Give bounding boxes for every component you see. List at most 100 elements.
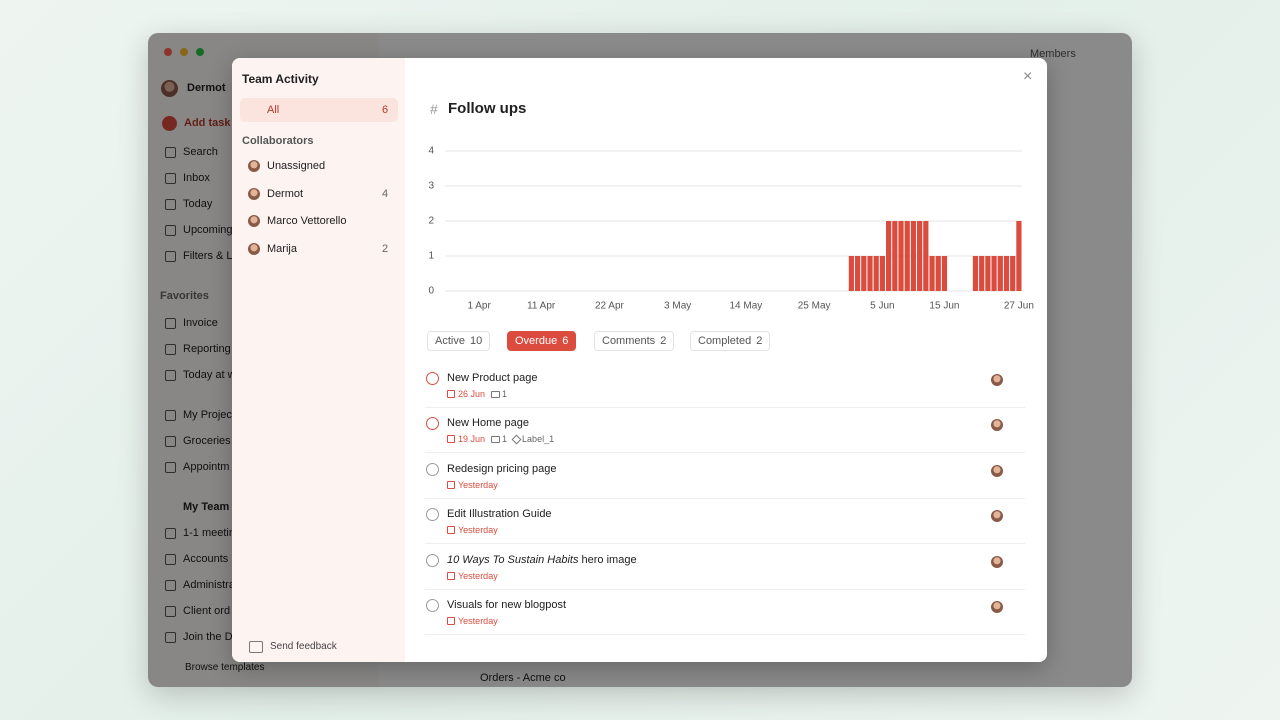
collaborator-count: 2 bbox=[382, 243, 389, 256]
team-item[interactable]: 1-1 meetin bbox=[183, 527, 235, 539]
team-item[interactable]: Client ord bbox=[183, 605, 231, 617]
x-tick-label: 25 May bbox=[798, 301, 831, 312]
browse-templates[interactable]: Browse templates bbox=[185, 662, 265, 673]
all-label[interactable]: All bbox=[267, 104, 280, 116]
collaborators-heading: Collaborators bbox=[242, 135, 314, 147]
label-text: Label_1 bbox=[522, 434, 555, 445]
task-checkbox[interactable] bbox=[426, 599, 439, 612]
task-checkbox[interactable] bbox=[426, 462, 439, 476]
tab-count: 10 bbox=[469, 335, 483, 347]
task-checkbox[interactable] bbox=[426, 553, 439, 567]
calendar-icon bbox=[447, 571, 455, 580]
bar bbox=[904, 221, 910, 291]
team-item-icon bbox=[165, 528, 176, 539]
team-item[interactable]: Join the D bbox=[183, 631, 233, 643]
bar bbox=[935, 256, 941, 291]
collaborator-name[interactable]: Unassigned bbox=[267, 160, 326, 172]
min-dot[interactable] bbox=[180, 48, 188, 56]
close-button[interactable]: × bbox=[1023, 68, 1033, 85]
bar bbox=[997, 256, 1003, 291]
favorite-item[interactable]: Reporting bbox=[183, 343, 231, 355]
task-title[interactable]: Visuals for new blogpost bbox=[447, 599, 566, 611]
x-tick-label: 22 Apr bbox=[595, 301, 625, 312]
members-button[interactable]: Members bbox=[1030, 48, 1076, 60]
x-tick-label: 1 Apr bbox=[467, 301, 491, 312]
collaborator-name[interactable]: Marco Vettorello bbox=[267, 215, 347, 228]
collaborator-count: 4 bbox=[382, 187, 389, 200]
bar bbox=[879, 256, 886, 291]
y-tick-label: 0 bbox=[428, 286, 434, 297]
bar bbox=[1003, 256, 1010, 291]
task-checkbox[interactable] bbox=[426, 417, 439, 431]
project-item[interactable]: Appointm bbox=[183, 461, 230, 473]
row-separator bbox=[425, 452, 1025, 454]
collaborator-name[interactable]: Marija bbox=[267, 243, 297, 256]
y-tick-label: 3 bbox=[428, 181, 434, 192]
nav-item[interactable]: Today bbox=[183, 198, 213, 210]
collaborator-avatar bbox=[248, 160, 260, 172]
nav-item-icon bbox=[165, 199, 176, 210]
x-tick-label: 27 Jun bbox=[1004, 301, 1034, 312]
tab-count: 2 bbox=[756, 335, 763, 347]
due-date: Yesterday bbox=[447, 480, 498, 490]
row-separator bbox=[425, 497, 1025, 499]
add-task[interactable]: Add task bbox=[184, 117, 231, 129]
project-item[interactable]: Groceries bbox=[183, 435, 231, 447]
collaborator-name[interactable]: Dermot bbox=[267, 187, 304, 200]
project-item[interactable]: My Projec bbox=[183, 409, 232, 421]
all-row[interactable] bbox=[240, 98, 398, 122]
filter-tab[interactable]: Active 10 bbox=[427, 331, 491, 351]
activity-chart: 0 1 2 3 4 1 Apr 11 Apr 22 Apr 3 May 14 May 25 May 5… bbox=[428, 146, 1034, 312]
close-dot[interactable] bbox=[164, 48, 172, 56]
bar bbox=[848, 256, 854, 291]
nav-item[interactable]: Inbox bbox=[183, 172, 210, 184]
assignee-avatar bbox=[991, 601, 1003, 613]
send-feedback[interactable]: Send feedback bbox=[270, 641, 337, 652]
user-name[interactable]: Dermot bbox=[187, 82, 226, 94]
comment-icon bbox=[491, 390, 501, 398]
calendar-icon bbox=[447, 435, 455, 444]
max-dot[interactable] bbox=[196, 48, 204, 56]
filter-tab[interactable]: Comments 2 bbox=[594, 331, 675, 351]
assignee-avatar bbox=[991, 555, 1003, 568]
nav-item[interactable]: Filters & L bbox=[183, 250, 233, 262]
filter-tab[interactable]: Completed 2 bbox=[690, 331, 771, 351]
task-title[interactable]: Redesign pricing page bbox=[447, 463, 556, 475]
favorite-item[interactable]: Invoice bbox=[183, 317, 218, 329]
comment-count: 1 bbox=[491, 434, 507, 444]
tab-label: Completed bbox=[698, 335, 752, 347]
favorite-item[interactable]: Today at w bbox=[183, 369, 236, 381]
team-item-icon bbox=[165, 580, 176, 591]
bar bbox=[886, 221, 892, 291]
task-checkbox[interactable] bbox=[426, 508, 439, 522]
task-title-text: New Home page bbox=[447, 417, 529, 430]
calendar-icon bbox=[447, 617, 455, 625]
task-title[interactable]: 10 Ways To Sustain Habits hero image bbox=[447, 554, 637, 566]
task-checkbox[interactable] bbox=[426, 372, 439, 385]
favorite-item-icon bbox=[165, 344, 176, 355]
project-item-icon bbox=[165, 436, 176, 447]
nav-item[interactable]: Upcoming bbox=[183, 224, 233, 236]
team-name[interactable]: My Team bbox=[183, 501, 230, 513]
bar bbox=[898, 221, 904, 291]
task-title[interactable]: Edit Illustration Guide bbox=[447, 508, 552, 520]
team-item-icon bbox=[165, 606, 176, 617]
task-title[interactable]: New Home page bbox=[447, 417, 529, 429]
filter-tab[interactable]: Overdue 6 bbox=[507, 331, 577, 351]
nav-item[interactable]: Search bbox=[183, 146, 218, 158]
project-title[interactable]: Follow ups bbox=[448, 100, 527, 117]
due-date: 26 Jun bbox=[447, 389, 485, 399]
task-meta: Yesterday bbox=[447, 571, 498, 581]
team-item[interactable]: Accounts bbox=[183, 553, 229, 565]
task-title[interactable]: New Product page bbox=[447, 372, 538, 384]
due-date: Yesterday bbox=[447, 525, 498, 535]
assignee-avatar bbox=[991, 510, 1003, 523]
collaborator-avatar bbox=[248, 187, 260, 200]
user-avatar[interactable] bbox=[161, 80, 178, 97]
bar bbox=[991, 256, 997, 291]
team-item-icon bbox=[165, 632, 176, 643]
bar bbox=[941, 256, 948, 291]
all-count: 6 bbox=[382, 104, 389, 116]
team-item[interactable]: Administra bbox=[183, 579, 235, 591]
